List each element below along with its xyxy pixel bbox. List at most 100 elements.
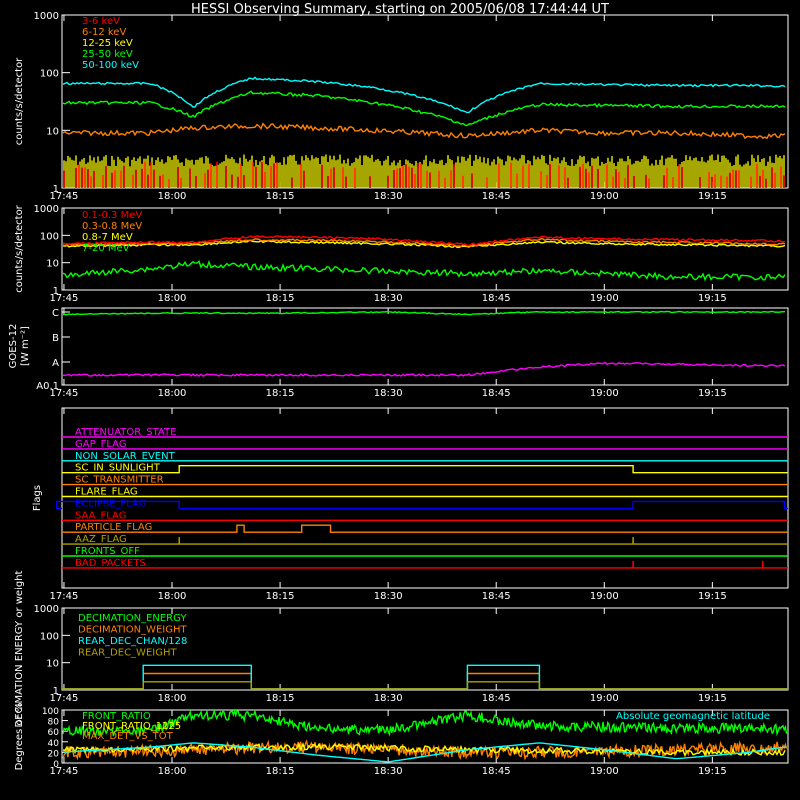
panel-low-energy: 17:45 18:00 18:15 18:30 18:45 19:00 19:15 1 10 10…: [14, 11, 789, 202]
x-tick-label: 18:15: [266, 191, 295, 202]
y-tick-label: 1000: [34, 204, 59, 215]
x-tick-label: 19:15: [698, 388, 727, 399]
series-0.8-7-mev: [62, 239, 786, 249]
x-tick-label: 18:00: [158, 766, 187, 777]
flag-label: SAA_FLAG: [75, 510, 126, 521]
panel-ratios: 17:45 18:00 18:15 18:30 18:45 19:00 19:15 02040…: [14, 703, 789, 777]
y-tick-label: C: [52, 308, 59, 319]
flag-label: AAZ_FLAG: [75, 534, 127, 545]
y-tick-label: 10: [46, 126, 59, 137]
flag-trace: [56, 500, 788, 510]
y-tick-label: 60: [48, 728, 60, 738]
x-tick-label: 17:45: [50, 591, 79, 602]
legend-entry: 0.1-0.3 MeV: [82, 210, 142, 221]
x-tick-label: 18:45: [482, 388, 511, 399]
flag-label: SC_IN_SUNLIGHT: [75, 463, 161, 474]
y-tick-label: 1000: [34, 604, 59, 615]
x-tick-label: 18:15: [266, 693, 295, 704]
y-tick-label: A: [52, 358, 59, 369]
legend-entry: DECIMATION_WEIGHT: [78, 625, 187, 636]
x-tick-label: 18:00: [158, 191, 187, 202]
x-tick-label: 17:45: [50, 191, 79, 202]
legend-entry: REAR_DEC_WEIGHT: [78, 648, 177, 659]
x-tick-label: 18:15: [266, 293, 295, 304]
y-axis-label: DECIMATION ENERGY or weight: [14, 570, 25, 727]
flag-label: NON_SOLAR_EVENT: [75, 451, 176, 462]
y-tick-label: 1: [53, 184, 59, 195]
y-axis-label: counts/s/detector: [14, 204, 25, 292]
annotation-geomagnetic-latitude: Absolute geomagnetic latitude: [616, 711, 770, 722]
y-tick-label: 1000: [34, 11, 59, 22]
x-tick-label: 18:45: [482, 693, 511, 704]
flag-label: GAP_FLAG: [75, 439, 127, 450]
panel-frame: [61, 307, 789, 386]
x-tick-label: 18:30: [374, 693, 403, 704]
y-tick-label: 100: [42, 707, 59, 717]
series-goes-short: [62, 361, 786, 377]
flag-label: BAD_PACKETS: [75, 558, 146, 569]
y-tick-label: 0: [53, 760, 59, 770]
y-axis-label: Flags: [32, 485, 43, 511]
x-tick-label: 18:00: [158, 591, 187, 602]
y-axis-unit: [W m⁻²]: [20, 326, 31, 366]
panel-frame: [61, 709, 789, 764]
x-tick-label: 17:45: [50, 693, 79, 704]
y-tick-label: 10: [46, 659, 59, 670]
x-tick-label: 19:00: [590, 766, 619, 777]
panel-decimation: 17:45 18:00 18:15 18:30 18:45 19:00 19:15 1 10 10…: [14, 570, 789, 727]
x-tick-label: 19:15: [698, 293, 727, 304]
flag-label: PARTICLE_FLAG: [75, 522, 152, 533]
series-geomagnetic-latitude: [62, 742, 787, 763]
series-front-ratio-1225: [62, 742, 786, 758]
x-tick-label: 19:00: [590, 293, 619, 304]
x-tick-label: 18:45: [482, 191, 511, 202]
panel-frame: [61, 607, 789, 691]
x-tick-label: 17:45: [50, 388, 79, 399]
panel-flags: 17:45 18:00 18:15 18:30 18:45 19:00 19:15 Flags…: [32, 407, 789, 602]
x-tick-label: 18:00: [158, 388, 187, 399]
x-tick-label: 18:30: [374, 766, 403, 777]
series-25-50-kev: [62, 90, 786, 127]
legend-entry: FRONT_RATIO_1225: [82, 721, 181, 732]
y-tick-label: 1: [53, 286, 59, 297]
decimation-trace: [62, 664, 788, 690]
x-tick-label: 19:15: [698, 766, 727, 777]
y-tick-label: 10: [46, 259, 59, 270]
x-tick-label: 18:00: [158, 693, 187, 704]
series-50-100-kev: [62, 76, 786, 114]
y-tick-label: 1: [53, 686, 59, 697]
y-tick-label: 40: [48, 739, 60, 749]
legend-entry: 25-50 keV: [82, 49, 133, 60]
legend-entry: 50-100 keV: [82, 60, 139, 71]
y-tick-label: 20: [48, 749, 60, 759]
x-tick-label: 18:30: [374, 293, 403, 304]
panel-frame: [61, 14, 789, 189]
x-tick-label: 18:30: [374, 191, 403, 202]
legend-entry: 7-20 MeV: [82, 243, 130, 254]
y-tick-label: 100: [40, 631, 59, 642]
legend-entry: 12-25 keV: [82, 38, 133, 49]
y-tick-label: A0.1: [36, 381, 59, 392]
flag-label: FRONTS_OFF: [75, 546, 140, 557]
y-tick-label: 100: [40, 69, 59, 80]
legend-entry: FRONT_RATIO: [82, 711, 151, 722]
x-tick-label: 19:15: [698, 693, 727, 704]
x-tick-label: 17:45: [50, 293, 79, 304]
flag-trace: [62, 524, 788, 533]
x-tick-label: 18:45: [482, 591, 511, 602]
flag-label: FLARE_FLAG: [75, 487, 138, 498]
x-tick-label: 18:15: [266, 388, 295, 399]
x-tick-label: 18:00: [158, 293, 187, 304]
series-front-ratio: [62, 708, 788, 739]
legend-entry: 6-12 keV: [82, 27, 126, 38]
legend-entry: MAX_DET_VS_TOT: [82, 731, 174, 742]
x-tick-label: 18:15: [266, 591, 295, 602]
panel-goes: 17:45 18:00 18:15 18:30 18:45 19:00 19:15 A0.1 A…: [8, 307, 789, 399]
x-tick-label: 18:15: [266, 766, 295, 777]
figure-title: HESSI Observing Summary, starting on 200…: [191, 2, 609, 17]
x-tick-label: 19:00: [590, 388, 619, 399]
flag-label: ATTENUATOR_STATE: [75, 427, 176, 438]
legend-entry: REAR_DEC_CHAN/128: [78, 636, 187, 647]
x-tick-label: 19:15: [698, 191, 727, 202]
